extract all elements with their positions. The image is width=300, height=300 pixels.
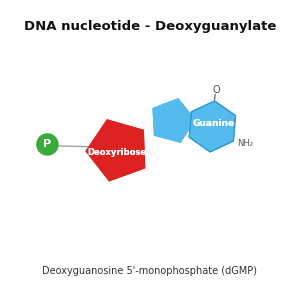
Circle shape [37, 134, 58, 155]
Polygon shape [153, 99, 195, 142]
Polygon shape [86, 120, 145, 181]
Text: Deoxyguanosine 5'-monophosphate (dGMP): Deoxyguanosine 5'-monophosphate (dGMP) [43, 266, 257, 276]
Polygon shape [153, 99, 195, 142]
Text: O: O [212, 85, 220, 95]
Polygon shape [86, 120, 145, 181]
Text: P: P [43, 140, 51, 149]
Text: Guanine: Guanine [193, 119, 235, 128]
Text: NH₂: NH₂ [238, 139, 254, 148]
Text: Deoxyribose: Deoxyribose [87, 148, 146, 157]
Text: Guanine: Guanine [193, 119, 235, 128]
Text: Deoxyribose: Deoxyribose [87, 148, 146, 157]
Polygon shape [189, 101, 236, 152]
Text: DNA nucleotide - Deoxyguanylate: DNA nucleotide - Deoxyguanylate [24, 20, 276, 33]
